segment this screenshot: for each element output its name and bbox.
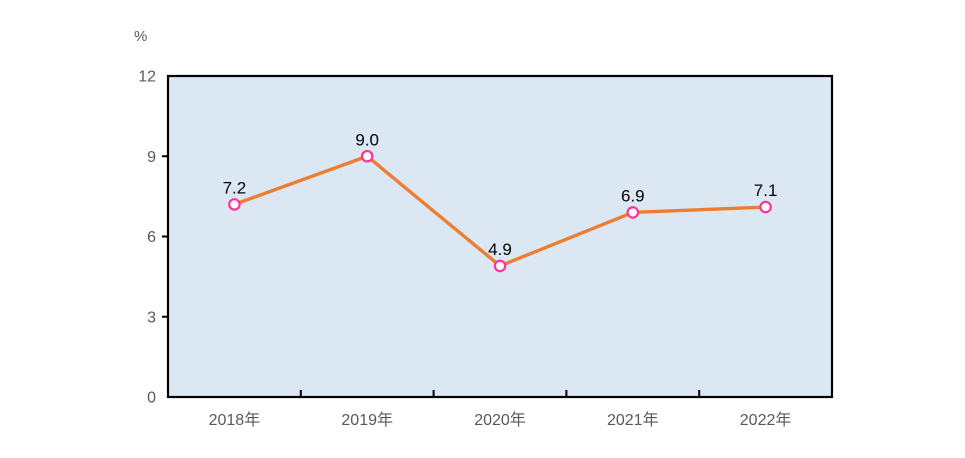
data-point-label: 7.1 <box>754 181 778 200</box>
y-axis-tick-label: 6 <box>147 229 156 246</box>
y-axis-tick-label: 9 <box>147 149 156 166</box>
x-axis-label: 2019年 <box>341 411 393 429</box>
data-point-label: 4.9 <box>488 240 512 259</box>
data-point-label: 7.2 <box>223 178 247 197</box>
x-axis-label: 2020年 <box>474 411 526 429</box>
x-axis-label: 2022年 <box>740 411 792 429</box>
data-point-marker <box>493 259 507 273</box>
y-axis-tick-label: 12 <box>138 69 156 86</box>
x-axis-label: 2018年 <box>209 411 261 429</box>
data-point-marker <box>360 149 374 163</box>
data-point-marker <box>228 198 241 211</box>
data-point-marker <box>626 206 640 219</box>
plot-area <box>166 74 834 399</box>
data-point-label: 6.9 <box>621 186 645 205</box>
data-point-label: 9.0 <box>355 130 379 149</box>
y-axis-tick-label: 3 <box>147 309 156 326</box>
x-axis-label: 2021年 <box>607 411 659 429</box>
y-axis-tick-label: 0 <box>147 390 156 407</box>
y-axis-unit-label: % <box>134 28 148 45</box>
data-point-marker <box>759 200 772 214</box>
